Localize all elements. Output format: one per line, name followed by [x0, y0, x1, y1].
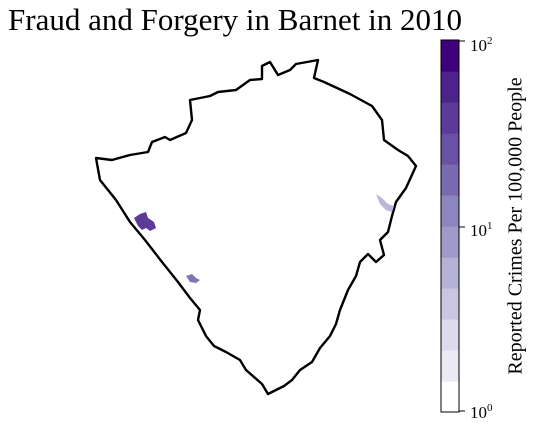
- area-east: [376, 194, 394, 212]
- colorbar-band: [441, 381, 459, 413]
- colorbar: [441, 40, 459, 413]
- area-west: [134, 212, 156, 231]
- tick-100: 102: [470, 35, 493, 55]
- colorbar-band: [441, 195, 459, 227]
- colorbar-label: Reported Crimes Per 100,000 People: [504, 77, 527, 375]
- colorbar-band: [441, 71, 459, 103]
- colorbar-band: [441, 226, 459, 258]
- colorbar-band: [441, 102, 459, 134]
- colorbar-band: [441, 164, 459, 196]
- colorbar-band: [441, 350, 459, 382]
- borough-outline: [94, 58, 418, 396]
- area-south-west: [186, 274, 200, 283]
- colorbar-band: [441, 40, 459, 72]
- colorbar-band: [441, 288, 459, 320]
- colorbar-band: [441, 257, 459, 289]
- tick-10: 101: [470, 220, 493, 240]
- tick-1: 100: [470, 402, 493, 422]
- colorbar-band: [441, 133, 459, 165]
- colorbar-band: [441, 319, 459, 351]
- map-title: Fraud and Forgery in Barnet in 2010: [8, 2, 463, 37]
